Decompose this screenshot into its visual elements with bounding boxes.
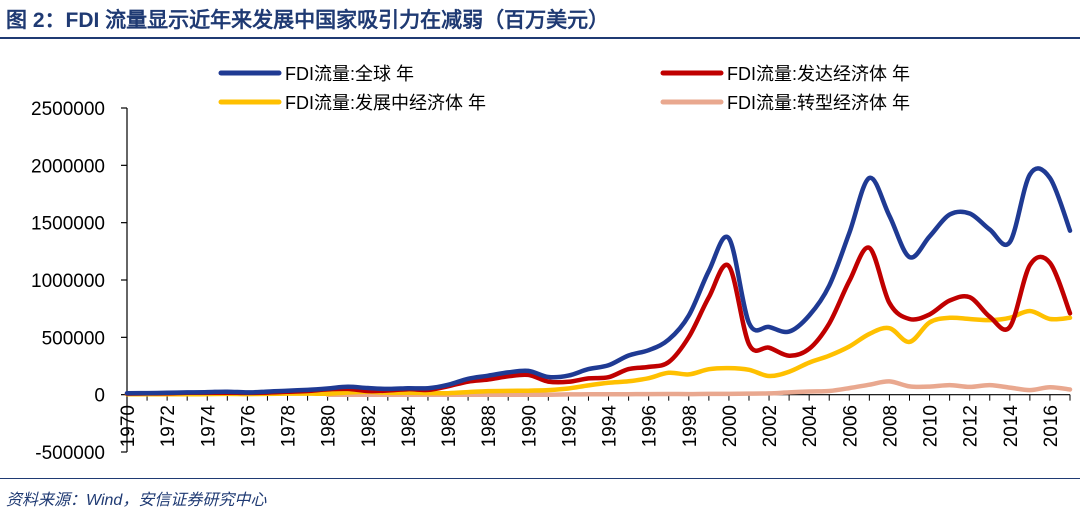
source-note: 资料来源：Wind，安信证券研究中心 bbox=[6, 492, 267, 509]
x-tick-label: 1992 bbox=[559, 405, 580, 447]
x-tick-label: 1974 bbox=[198, 405, 219, 448]
y-tick-label: 500000 bbox=[42, 328, 105, 349]
chart-legend: FDI流量:全球 年 FDI流量:发达经济体 年 FDI流量:发展中经济体 年 FDI… bbox=[218, 64, 910, 113]
x-tick-label: 1984 bbox=[399, 405, 420, 448]
chart-series-lines bbox=[124, 166, 1073, 397]
x-tick-label: 1976 bbox=[238, 405, 259, 447]
title-divider bbox=[0, 37, 1080, 39]
page-title: 图 2：FDI 流量显示近年来发展中国家吸引力在减弱（百万美元） bbox=[6, 9, 610, 32]
x-tick-label: 1978 bbox=[279, 405, 300, 447]
chart-axes: -500000 0 500000 1000000 1500000 2000000 25000… bbox=[31, 99, 1071, 464]
fdi-line-chart: -500000 0 500000 1000000 1500000 2000000 25000… bbox=[31, 64, 1073, 464]
legend-label: FDI流量:全球 年 bbox=[285, 64, 414, 84]
y-tick-label: 1500000 bbox=[31, 214, 105, 235]
legend-label: FDI流量:发达经济体 年 bbox=[727, 64, 910, 84]
source-divider bbox=[0, 478, 1080, 479]
x-tick-label: 2006 bbox=[840, 405, 861, 447]
x-tick-label: 1972 bbox=[158, 405, 179, 447]
y-tick-label: 1000000 bbox=[31, 271, 105, 292]
legend-label: FDI流量:转型经济体 年 bbox=[727, 93, 910, 113]
x-tick-label: 1970 bbox=[118, 405, 139, 447]
y-tick-label: -500000 bbox=[35, 443, 105, 464]
x-tick-label: 2000 bbox=[720, 405, 741, 447]
x-tick-label: 1996 bbox=[640, 405, 661, 447]
series-line bbox=[124, 166, 1073, 396]
x-tick-label: 1988 bbox=[479, 405, 500, 447]
y-tick-label: 2000000 bbox=[31, 156, 105, 177]
x-tick-label: 1982 bbox=[359, 405, 380, 447]
x-tick-label: 2008 bbox=[880, 405, 901, 447]
x-tick-label: 2012 bbox=[961, 405, 982, 447]
y-tick-label: 0 bbox=[94, 386, 105, 407]
x-tick-label: 1994 bbox=[600, 405, 621, 448]
x-tick-label: 1990 bbox=[519, 405, 540, 447]
x-tick-label: 1980 bbox=[319, 405, 340, 447]
x-tick-label: 2010 bbox=[921, 405, 942, 447]
series-line bbox=[124, 308, 1073, 397]
x-tick-label: 1998 bbox=[680, 405, 701, 447]
x-tick-label: 2004 bbox=[800, 405, 821, 448]
x-tick-label: 2014 bbox=[1001, 405, 1022, 448]
x-tick-label: 1986 bbox=[439, 405, 460, 447]
x-tick-label: 2016 bbox=[1041, 405, 1062, 447]
y-tick-label: 2500000 bbox=[31, 99, 105, 120]
x-tick-label: 2002 bbox=[760, 405, 781, 447]
legend-label: FDI流量:发展中经济体 年 bbox=[285, 93, 486, 113]
